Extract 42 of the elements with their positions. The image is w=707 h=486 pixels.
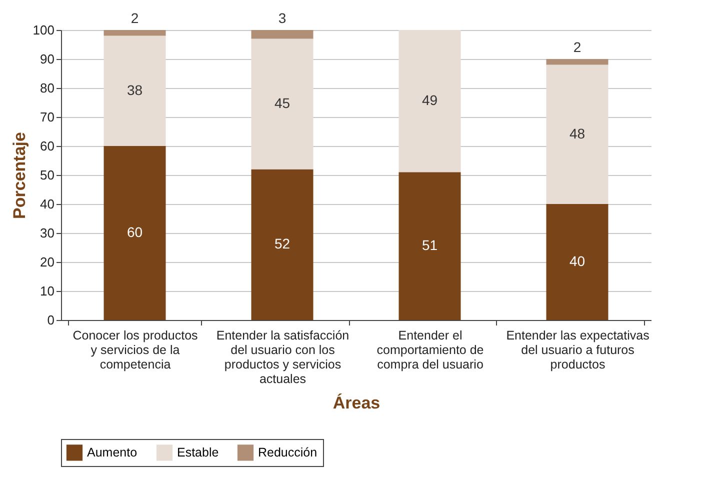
bar [546,59,608,65]
data-label: 3 [278,10,286,26]
x-tick-label: Entender las expectativas del usuario a futuros productos [506,328,650,372]
y-axis-title: Porcentaje [10,132,29,219]
data-label: 2 [573,39,582,55]
bar [398,30,461,172]
y-tick-label: 20 [40,254,54,270]
y-tick-label: 40 [40,196,54,212]
x-tick-label: Entender el comportamiento de compra del usuario [376,328,484,372]
y-tick-label: 50 [40,168,54,182]
y-tick-label: 10 [40,284,54,298]
y-tick-label: 80 [40,80,54,96]
bar [251,38,314,170]
legend-label: Reducción [258,446,318,460]
x-axis-title: Áreas [332,392,380,412]
y-tick-label: 70 [40,110,54,124]
data-label: 38 [126,82,143,98]
bar [546,204,608,320]
y-tick-label: 0 [47,312,54,328]
x-tick-label: Entender la satisfacción del usuario con los productos y servicios actuales [216,328,350,386]
data-label: 60 [126,224,143,240]
y-tick-label: 100 [32,22,54,38]
data-label: 51 [422,237,438,254]
data-label: 40 [569,253,586,269]
legend-label: Aumento [87,446,138,460]
bar [398,172,461,320]
bar [104,36,166,146]
bar [104,30,166,36]
data-label: 49 [422,92,438,108]
data-label: 48 [569,125,586,142]
y-tick-label: 90 [40,52,54,66]
y-tick-label: 30 [40,226,54,240]
data-label: 45 [274,94,290,111]
bar [546,64,608,204]
legend-label: Estable [177,446,219,460]
bar [251,169,314,320]
x-tick-label: Conocer los productos y servicios de la competencia [72,328,198,372]
bar [251,30,314,39]
y-tick-label: 60 [40,138,54,154]
data-label: 52 [274,236,290,252]
data-label: 2 [130,10,139,26]
bar [104,146,166,320]
